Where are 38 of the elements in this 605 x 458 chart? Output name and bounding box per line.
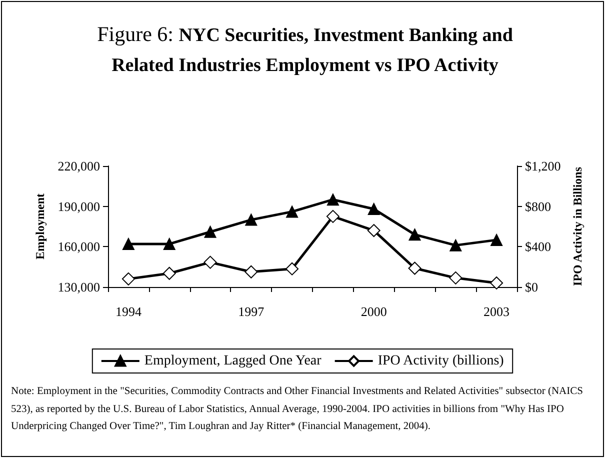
y-tick-label: 220,000 bbox=[58, 158, 100, 174]
point bbox=[122, 238, 134, 250]
x-tick-label: 1997 bbox=[238, 304, 265, 319]
text: Note: Employment in the "Securities, Commodity Contracts and Other Financial Investments and Related Activities" subsector (NAICS 523), as reported by the U.S. Bureau of Labor Statistics, Annual Average, 1990-2004. IPO activities in billions from "Why Has IPO Underpricing Changed Over Time?", Tim Loughran and Jay Ritter* (Financial Management, 2004). bbox=[11, 385, 584, 434]
y-axis-title: Employment bbox=[33, 193, 47, 260]
point bbox=[122, 272, 135, 286]
y2-tick-label: $1,200 bbox=[525, 158, 561, 174]
point bbox=[326, 194, 339, 206]
point bbox=[368, 203, 380, 216]
point bbox=[286, 206, 298, 218]
point bbox=[490, 234, 503, 246]
point bbox=[450, 239, 462, 252]
point bbox=[449, 271, 462, 284]
point bbox=[204, 226, 216, 238]
x-tick-label: 1994 bbox=[115, 304, 142, 319]
point bbox=[245, 214, 258, 226]
y2-axis-title: IPO Activity in Billions bbox=[570, 166, 585, 286]
y-tick-label: 190,000 bbox=[58, 198, 100, 214]
point bbox=[204, 256, 217, 269]
point bbox=[163, 238, 176, 250]
point bbox=[408, 262, 422, 275]
y2-tick-label: $400 bbox=[525, 239, 551, 254]
y-tick-label: 130,000 bbox=[58, 280, 100, 294]
x-tick-label: 2000 bbox=[360, 304, 387, 319]
chart-title: Figure 6: NYC Securities, Investment Banking and Related Industries Employment vs IPO Activity bbox=[97, 22, 513, 76]
point bbox=[367, 224, 380, 238]
point bbox=[490, 276, 504, 290]
legend-label: Employment, Lagged One Year bbox=[144, 354, 322, 368]
x-tick-label: 2003 bbox=[484, 304, 510, 319]
point bbox=[408, 228, 421, 241]
point bbox=[326, 210, 340, 223]
legend-label: IPO Activity (billions) bbox=[378, 354, 504, 368]
y2-tick-label: $0 bbox=[525, 280, 538, 294]
point bbox=[244, 265, 258, 278]
y-tick-label: 160,000 bbox=[58, 239, 100, 254]
point bbox=[286, 262, 299, 276]
y2-tick-label: $800 bbox=[525, 198, 551, 214]
point bbox=[162, 266, 176, 280]
